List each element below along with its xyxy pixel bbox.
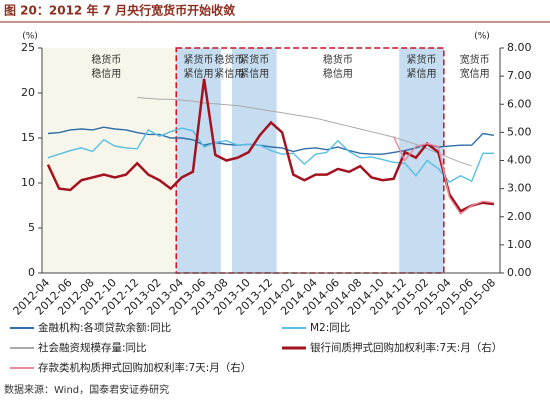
annotation: 紧信用 <box>184 68 214 80</box>
annotation: 稳信用 <box>91 67 121 80</box>
legend-label: M2:同比 <box>310 321 350 334</box>
annotation: 宽货币 <box>460 53 490 66</box>
annotation: 紧信用 <box>214 68 244 80</box>
y2-tick-label: 2.00 <box>507 210 532 223</box>
legend-label: 金融机构:各项贷款余额:同比 <box>38 321 171 334</box>
series-line <box>392 136 495 215</box>
annotation: 紧货币 <box>184 53 214 66</box>
annotation: 紧货币 <box>239 53 269 66</box>
annotation: 稳货币 <box>323 53 353 66</box>
series-line <box>47 127 494 183</box>
region-tight <box>176 48 221 273</box>
y-unit: (%) <box>22 32 38 42</box>
legend-label: 社会融资规模存量:同比 <box>38 341 147 354</box>
series-line <box>47 126 495 155</box>
y2-tick-label: 8.00 <box>507 41 532 54</box>
legend-label: 存款类机构质押式回购加权利率:7天:月（右） <box>38 361 251 374</box>
annotation: 稳货币 <box>91 53 121 66</box>
annotation: 宽信用 <box>460 67 490 80</box>
y-tick-label: 20 <box>21 86 35 99</box>
y-tick-label: 10 <box>21 176 35 189</box>
region-tight <box>231 48 277 273</box>
annotation: 稳货币 <box>214 53 244 66</box>
y2-tick-label: 3.00 <box>507 182 532 195</box>
source: 数据来源：Wind，国泰君安证券研究 <box>4 383 169 396</box>
y2-tick-label: 4.00 <box>507 154 532 167</box>
legend-label: 银行间质押式回购加权利率:7天:月（右） <box>310 341 502 354</box>
series-line <box>46 78 495 213</box>
y2-unit: (%) <box>474 32 490 42</box>
y2-tick-label: 7.00 <box>507 69 532 82</box>
region-stable <box>42 48 177 273</box>
annotation: 紧信用 <box>407 68 437 80</box>
y2-tick-label: 1.00 <box>507 238 532 251</box>
region-tight <box>399 48 444 273</box>
y-tick-label: 5 <box>28 221 35 234</box>
series-line <box>137 97 472 167</box>
y2-tick-label: 6.00 <box>507 97 532 110</box>
y2-tick-label: 5.00 <box>507 125 532 138</box>
y-tick-label: 25 <box>21 41 35 54</box>
annotation: 稳信用 <box>323 67 353 80</box>
chart-title: 图 20：2012 年 7 月央行宽货币开始收敛 <box>4 3 235 18</box>
annotation: 紧信用 <box>239 68 269 80</box>
y-tick-label: 15 <box>21 131 35 144</box>
annotation: 紧货币 <box>407 53 437 66</box>
y-tick-label: 0 <box>28 266 35 279</box>
y2-tick-label: 0.00 <box>507 266 532 279</box>
